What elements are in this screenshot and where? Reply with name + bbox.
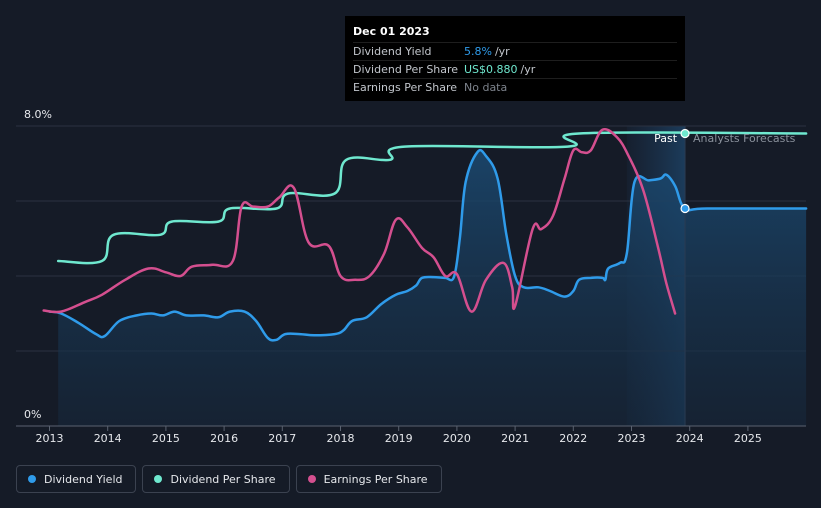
- tooltip-label: Dividend Yield: [353, 45, 432, 58]
- tooltip-value: 5.8%: [464, 45, 492, 58]
- tooltip-label: Dividend Per Share: [353, 63, 459, 76]
- legend: Dividend Yield Dividend Per Share Earnin…: [16, 465, 442, 493]
- x-tick-label: 2025: [734, 432, 762, 445]
- x-tick-label: 2019: [385, 432, 413, 445]
- tooltip-row-dividend-yield: Dividend Yield 5.8%/yr: [353, 42, 677, 60]
- x-tick-label: 2013: [36, 432, 64, 445]
- tooltip-unit: /yr: [520, 63, 536, 76]
- y-axis: 8.0% 0%: [24, 108, 52, 421]
- forecast-label: Analysts Forecasts: [693, 132, 796, 145]
- dividend-yield-line: [48, 148, 808, 342]
- series-marker: [680, 203, 690, 214]
- legend-item-dividend-yield[interactable]: Dividend Yield: [16, 465, 137, 493]
- legend-label: Dividend Yield: [44, 472, 123, 486]
- tooltip-value: No data: [464, 81, 508, 94]
- tooltip-date: Dec 01 2023: [353, 25, 430, 38]
- tooltip: Dec 01 2023 Dividend Yield 5.8%/yr Divid…: [345, 16, 685, 101]
- legend-dot-icon: [28, 475, 36, 483]
- earnings-per-share-line: [42, 127, 677, 315]
- x-tick-label: 2024: [676, 432, 704, 445]
- x-tick-label: 2017: [268, 432, 296, 445]
- x-tick-label: 2016: [210, 432, 238, 445]
- x-axis: 2013 2014 2015 2016 2017 2018 2019 2020 2021 2022…: [36, 426, 762, 445]
- y-tick-label: 8.0%: [24, 108, 52, 121]
- tooltip-label: Earnings Per Share: [353, 81, 458, 94]
- legend-item-earnings-per-share[interactable]: Earnings Per Share: [295, 465, 442, 493]
- dividend-yield-area: [58, 150, 807, 426]
- legend-label: Earnings Per Share: [323, 472, 428, 486]
- tooltip-unit: /yr: [494, 45, 510, 58]
- y-tick-label: 0%: [24, 408, 41, 421]
- legend-dot-icon: [307, 475, 316, 483]
- x-tick-label: 2014: [94, 432, 122, 445]
- past-label: Past: [654, 132, 678, 145]
- tooltip-value: US$0.880: [464, 63, 518, 76]
- legend-dot-icon: [154, 475, 163, 483]
- tooltip-row-earnings-per-share: Earnings Per Share No data: [353, 78, 677, 96]
- dividend-per-share-line: [56, 131, 808, 265]
- x-tick-label: 2023: [618, 432, 646, 445]
- legend-item-dividend-per-share[interactable]: Dividend Per Share: [142, 465, 290, 493]
- x-tick-label: 2022: [559, 432, 587, 445]
- x-tick-label: 2020: [443, 432, 471, 445]
- x-tick-label: 2021: [501, 432, 529, 445]
- tooltip-row-dividend-per-share: Dividend Per Share US$0.880/yr: [353, 60, 677, 78]
- x-tick-label: 2015: [152, 432, 180, 445]
- series-marker: [680, 128, 690, 139]
- x-tick-label: 2018: [327, 432, 355, 445]
- legend-label: Dividend Per Share: [170, 472, 276, 486]
